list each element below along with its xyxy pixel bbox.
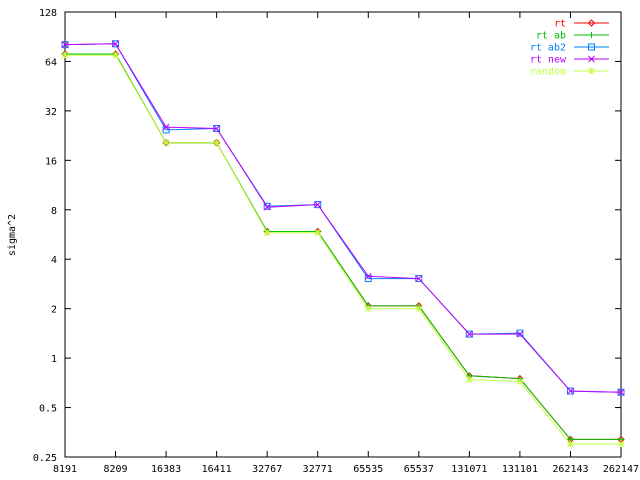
series-line <box>64 43 622 393</box>
x-tick-label: 131071 <box>451 464 487 475</box>
data-point <box>263 202 271 210</box>
data-point <box>415 305 423 313</box>
plot-border <box>64 11 622 458</box>
data-point <box>567 440 574 448</box>
x-tick-label: 65535 <box>353 464 383 475</box>
data-point <box>364 272 372 280</box>
y-tick-label: 32 <box>45 107 57 118</box>
series-random <box>61 51 625 448</box>
data-point <box>61 51 69 59</box>
data-point <box>162 139 170 147</box>
series-rt-new <box>61 40 625 396</box>
series-line <box>65 54 621 445</box>
legend-marker <box>588 67 595 75</box>
x-tick-label: 32767 <box>252 464 282 475</box>
y-tick-label: 128 <box>39 8 57 19</box>
series-line <box>64 43 622 393</box>
legend-item: random <box>530 67 609 78</box>
legend-label: random <box>530 67 566 78</box>
data-point <box>213 125 220 132</box>
data-point <box>162 123 170 131</box>
data-point <box>516 329 524 337</box>
y-tick-label: 2 <box>51 305 57 316</box>
y-tick-label: 1 <box>51 354 57 365</box>
series-layer <box>61 40 625 448</box>
x-tick-label: 32771 <box>303 464 333 475</box>
data-point <box>617 388 625 396</box>
data-point <box>314 229 322 237</box>
legend-item: rt ab2 <box>530 43 609 54</box>
y-tick-label: 64 <box>45 57 57 68</box>
data-point <box>364 305 372 313</box>
y-tick-label: 16 <box>45 156 57 167</box>
x-tick-label: 262143 <box>552 464 588 475</box>
data-point <box>61 41 69 48</box>
legend-label: rt ab <box>536 31 566 42</box>
data-point <box>263 229 271 237</box>
legend-marker <box>587 19 596 27</box>
x-tick-label: 131101 <box>502 464 538 475</box>
y-tick-label: 0.5 <box>39 404 57 415</box>
data-point <box>617 440 625 448</box>
data-point <box>567 387 574 395</box>
y-tick-label: 4 <box>51 255 57 266</box>
x-tick-label: 16383 <box>151 464 181 475</box>
data-point <box>516 378 524 385</box>
legend-item: rt ab <box>536 31 609 42</box>
y-axis-ticks: 0.25 0.5 1 2 4 8 16 32 64 128 <box>33 8 621 464</box>
x-tick-label: 262147 <box>603 464 639 475</box>
data-point <box>213 139 220 147</box>
x-axis-ticks: 8191 8209 16383 16411 32767 32771 65535 65537 13… <box>53 12 639 475</box>
x-tick-label: 8191 <box>53 464 77 475</box>
legend-marker <box>588 32 595 38</box>
x-tick-label: 65537 <box>404 464 434 475</box>
legend-item: rt new <box>530 55 609 66</box>
legend-label: rt ab2 <box>530 43 566 54</box>
axes <box>64 11 622 458</box>
y-axis-label: sigma^2 <box>7 214 18 256</box>
data-point <box>466 376 473 383</box>
data-point <box>263 203 271 211</box>
y-tick-label: 8 <box>51 206 57 217</box>
legend-label: rt new <box>530 55 567 66</box>
y-tick-label: 0.25 <box>33 453 57 464</box>
data-point <box>516 330 524 338</box>
x-tick-label: 8209 <box>103 464 127 475</box>
data-point <box>415 275 423 282</box>
data-point <box>466 330 473 338</box>
data-point <box>314 201 322 208</box>
legend-marker <box>588 55 595 63</box>
legend-label: rt <box>554 19 566 30</box>
legend-item: rt <box>554 19 609 30</box>
legend-marker <box>588 43 595 51</box>
x-tick-label: 16411 <box>202 464 232 475</box>
data-point <box>112 51 119 59</box>
data-point <box>112 40 119 48</box>
